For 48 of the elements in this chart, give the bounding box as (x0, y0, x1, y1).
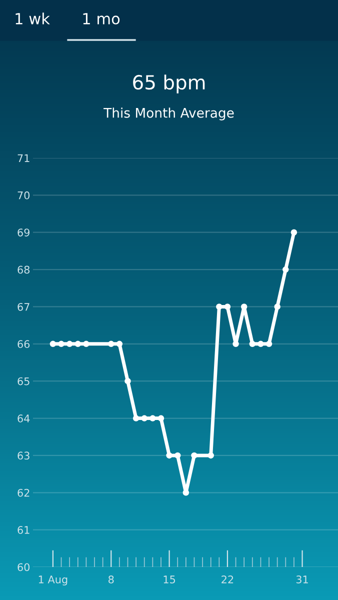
point (50, 340, 56, 348)
point (216, 304, 222, 310)
point (174, 452, 181, 459)
point (116, 340, 123, 348)
y-tick-label: 68 (18, 266, 30, 274)
point (158, 415, 164, 422)
point (132, 415, 140, 422)
text: 1 wk (16, 12, 50, 24)
point (282, 266, 289, 273)
y-tick-label: 71 (18, 154, 30, 162)
x-tick-label: 8 (108, 576, 114, 584)
y-tick-label: 64 (18, 414, 30, 422)
point (141, 415, 148, 422)
x-tick-label: 31 (296, 576, 308, 584)
x-tick-label: 15 (164, 576, 176, 584)
x-tick-label: 1 Aug (38, 576, 68, 586)
y-tick-label: 62 (18, 488, 30, 497)
point (74, 340, 82, 348)
y-tick-label: 61 (18, 526, 30, 534)
point (150, 415, 156, 422)
point (208, 452, 214, 459)
point (83, 340, 90, 348)
point (224, 304, 231, 310)
y-tick-label: 65 (18, 377, 30, 386)
y-tick-label: 69 (18, 228, 30, 236)
chart-title: 65 bpm (133, 74, 205, 94)
point (66, 340, 73, 348)
point (249, 340, 256, 348)
x-tick-label: 22 (222, 576, 234, 584)
point (258, 340, 264, 348)
point (166, 452, 172, 459)
point (108, 340, 114, 348)
chart-subtitle: This Month Average (104, 108, 234, 120)
point (182, 490, 190, 496)
point (290, 229, 298, 236)
point (58, 340, 64, 348)
point (266, 340, 272, 348)
point (191, 452, 198, 459)
point (232, 340, 239, 348)
y-tick-label: 63 (18, 452, 30, 460)
point (240, 304, 248, 310)
y-tick-label: 70 (18, 191, 30, 200)
y-tick-label: 66 (18, 340, 30, 348)
y-tick-label: 67 (18, 302, 30, 311)
y-tick-label: 60 (18, 563, 30, 572)
point (124, 378, 131, 384)
point (274, 304, 280, 310)
text: 1 mo (83, 13, 120, 24)
